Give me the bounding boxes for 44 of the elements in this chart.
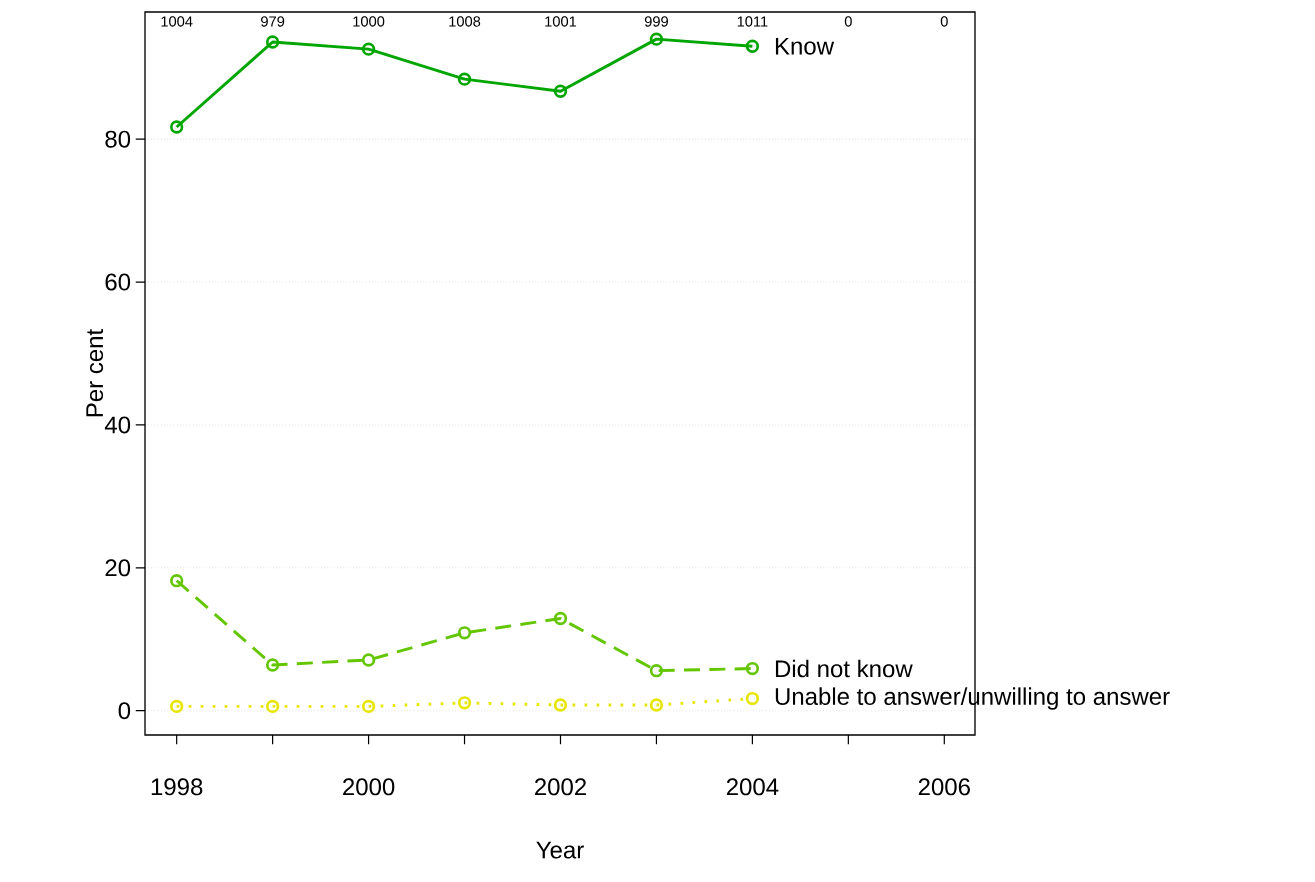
point <box>553 698 568 712</box>
point <box>745 661 760 676</box>
point <box>649 664 664 678</box>
point <box>170 574 184 588</box>
point <box>745 39 760 53</box>
y-tick-label: 80 <box>105 130 131 148</box>
point <box>553 84 568 98</box>
series-label: Know <box>775 37 835 55</box>
annotation: 1000 <box>353 16 385 27</box>
point <box>457 696 472 710</box>
point <box>265 35 280 49</box>
point <box>457 626 472 640</box>
x-tick-label: 1998 <box>151 778 203 796</box>
point <box>361 653 376 667</box>
point <box>457 72 472 86</box>
point <box>265 699 280 714</box>
annotation: 1008 <box>449 16 481 27</box>
point <box>649 698 664 712</box>
x-tick-label: 2004 <box>726 778 779 796</box>
point <box>361 699 376 714</box>
series-label: Did not know <box>775 659 913 678</box>
point <box>361 42 376 56</box>
point <box>265 658 280 672</box>
annotation: 1001 <box>545 16 577 27</box>
y-tick-label: 60 <box>105 273 131 291</box>
x-tick-label: 2006 <box>918 778 970 796</box>
point <box>170 699 184 714</box>
annotation: 1011 <box>737 16 768 27</box>
point <box>553 611 568 626</box>
point <box>649 32 664 46</box>
x-axis-title: Year <box>536 841 584 859</box>
annotation: 1004 <box>161 16 193 27</box>
point <box>170 120 184 134</box>
annotation: 0 <box>940 16 948 27</box>
point <box>745 691 760 706</box>
y-axis-title: Per cent <box>86 328 104 417</box>
y-tick-label: 40 <box>104 416 131 434</box>
annotation: 979 <box>261 16 285 27</box>
x-tick-label: 2000 <box>343 778 395 796</box>
x-tick-label: 2002 <box>535 778 586 796</box>
y-tick-label: 0 <box>118 702 131 720</box>
annotation: 999 <box>644 16 668 27</box>
annotation: 0 <box>844 16 852 27</box>
y-tick-label: 20 <box>105 559 131 577</box>
